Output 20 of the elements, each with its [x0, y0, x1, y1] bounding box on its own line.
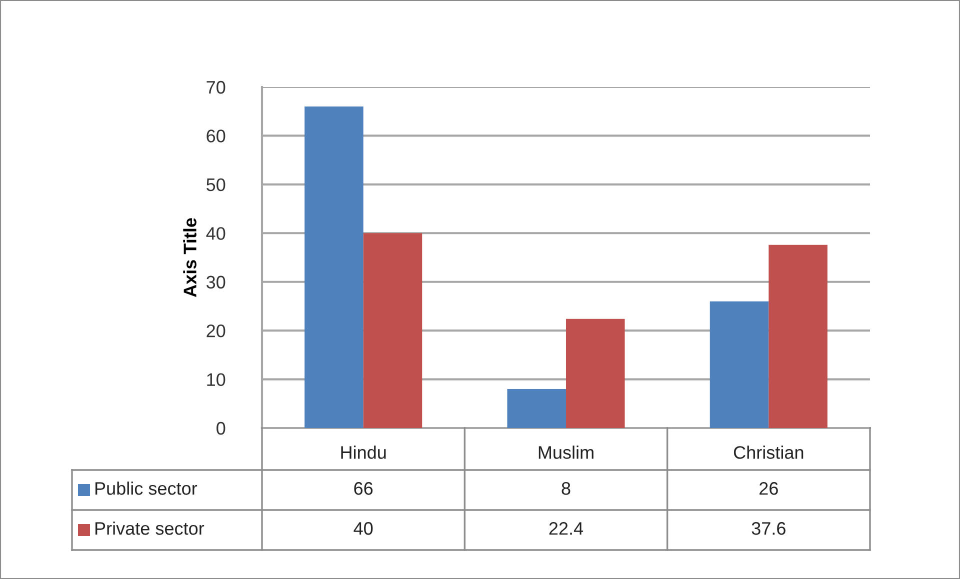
y-tick-label: 70 — [206, 80, 226, 94]
x-tick-label: Muslim — [538, 446, 594, 459]
data-label: 8 — [562, 482, 570, 495]
y-tick-label: 30 — [206, 276, 226, 289]
data-label: 26 — [760, 482, 778, 495]
y-tick-label: 40 — [206, 227, 226, 240]
data-label: 22.4 — [549, 522, 584, 535]
y-axis-title: Axis Title — [183, 218, 196, 298]
y-tick-label: 50 — [206, 178, 226, 192]
x-tick-label: Hindu — [341, 446, 386, 459]
y-tick-label: 0 — [216, 422, 226, 435]
x-tick-label: Christian — [734, 446, 804, 459]
data-label: 37.6 — [752, 522, 786, 535]
data-label: 66 — [354, 482, 373, 495]
y-tick-label: 20 — [206, 324, 226, 338]
data-label: 40 — [354, 522, 373, 535]
y-tick-label: 60 — [206, 130, 226, 142]
legend-label: Private sector — [95, 522, 204, 535]
y-tick-label: 10 — [207, 373, 226, 386]
legend-label: Public sector — [95, 482, 198, 495]
